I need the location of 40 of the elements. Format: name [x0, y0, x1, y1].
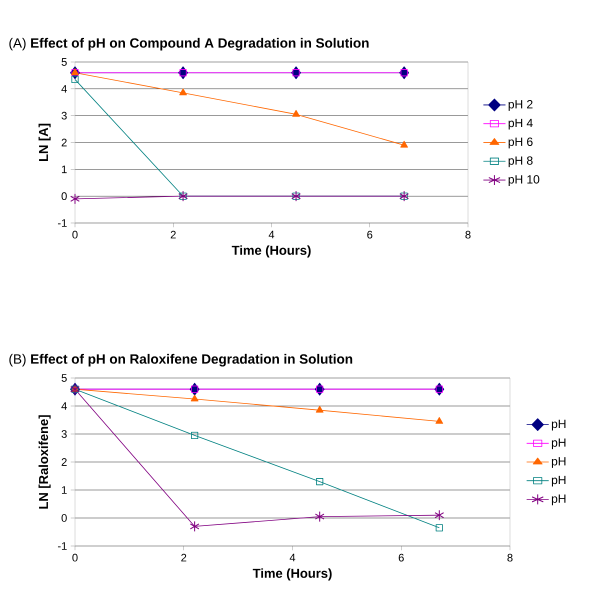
legend-label: pH 4	[508, 118, 533, 130]
x-tick-label: 0	[72, 554, 78, 562]
y-axis-title: LN [A]	[38, 124, 51, 162]
x-tick-label: 8	[507, 554, 513, 562]
legend-label: pH	[552, 457, 566, 468]
y-tick-label: 0	[62, 514, 67, 522]
x-tick-label: 2	[181, 554, 186, 562]
y-tick-label: 1	[62, 486, 67, 494]
x-tick-label: 4	[290, 554, 296, 562]
x-tick-label: 2	[170, 230, 176, 238]
y-tick-label: 5	[62, 374, 67, 382]
x-tick-label: 6	[398, 554, 404, 562]
x-axis-title: Time (Hours)	[252, 568, 332, 580]
y-tick-label: 2	[62, 138, 67, 146]
x-axis-title: Time (Hours)	[232, 245, 311, 258]
y-tick-label: 0	[62, 192, 67, 200]
legend-label: pH	[552, 438, 566, 450]
legend-label: pH 8	[508, 156, 533, 168]
y-tick-label: 2	[62, 458, 67, 466]
x-tick-label: 0	[72, 230, 78, 239]
y-tick-label: 3	[62, 112, 67, 120]
legend-label: pH	[552, 494, 566, 506]
x-tick-label: 6	[367, 230, 372, 239]
legend-label: pH	[552, 476, 566, 487]
y-tick-label: 5	[62, 58, 67, 66]
y-tick-label: 1	[62, 166, 67, 174]
legend-label: pH	[552, 420, 566, 430]
y-axis-title: LN [Raloxifene]	[38, 415, 51, 509]
legend-label: pH 10	[508, 175, 540, 186]
y-tick-label: -1	[58, 219, 67, 227]
y-tick-label: -1	[58, 542, 67, 550]
chart-title: (B) Effect of pH on Raloxifene Degradation in Solution	[9, 354, 352, 366]
y-tick-label: 4	[61, 402, 67, 410]
x-tick-label: 8	[465, 230, 471, 239]
legend-label: pH 2	[508, 100, 533, 111]
y-tick-label: 4	[61, 85, 67, 93]
x-tick-label: 4	[268, 230, 274, 238]
legend-label: pH 6	[508, 138, 533, 148]
chart-title: (A) Effect of pH on Compound A Degradation in Solution	[9, 38, 369, 50]
y-tick-label: 3	[62, 430, 67, 438]
